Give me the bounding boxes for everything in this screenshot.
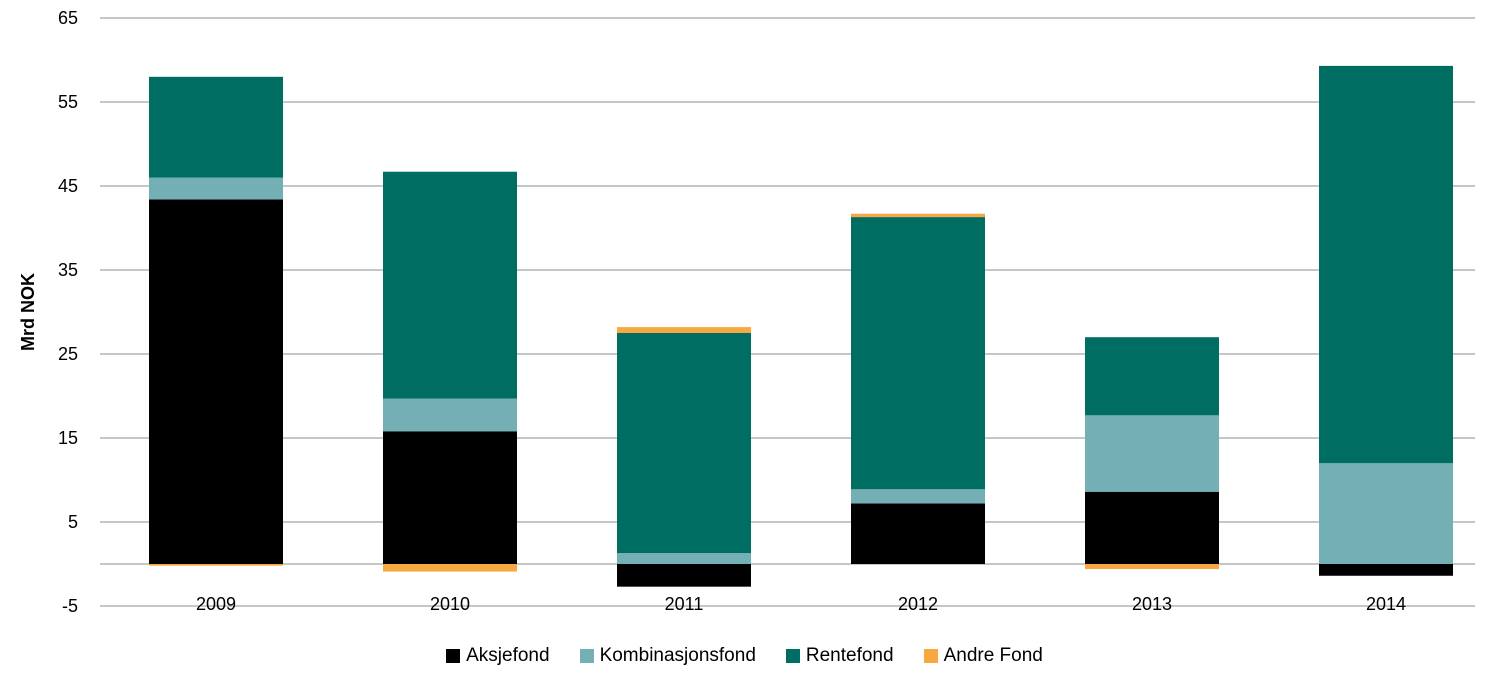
legend-swatch [785,649,800,663]
y-axis-title: Mrd NOK [18,273,38,351]
legend-label: Aksjefond [466,645,550,666]
bar-segment-andre-fond-2013 [1085,564,1219,570]
bar-segment-aksjefond-2010 [383,431,517,564]
legend-label: Rentefond [805,645,894,666]
y-tick-label: 15 [58,428,78,448]
bar-segment-kombinasjonsfond-2011 [617,553,751,564]
legend-label: Andre Fond [943,645,1043,666]
bar-segment-rentefond-2011 [617,333,751,554]
bar-segment-aksjefond-2013 [1085,491,1219,564]
y-tick-label: 45 [58,176,78,196]
bar-segment-rentefond-2010 [383,171,517,399]
x-tick-label: 2011 [665,594,704,614]
legend-swatch [579,649,594,663]
bar-segment-kombinasjonsfond-2010 [383,398,517,432]
bar-segment-andre-fond-2009 [149,564,283,566]
bar-segment-aksjefond-2014 [1319,564,1453,576]
bar-segment-andre-fond-2012 [851,213,985,218]
y-tick-label: -5 [62,596,78,616]
y-tick-label: 25 [58,344,78,364]
legend-item: Kombinasjonsfond [579,645,756,667]
x-tick-label: 2013 [1132,594,1172,614]
legend-swatch [923,649,938,663]
bar-segment-rentefond-2012 [851,217,985,490]
y-tick-label: 55 [58,92,78,112]
x-tick-label: 2012 [898,594,938,614]
bar-segment-aksjefond-2012 [851,503,985,564]
bar-segment-kombinasjonsfond-2013 [1085,415,1219,492]
legend-label: Kombinasjonsfond [599,645,756,666]
bar-segment-kombinasjonsfond-2012 [851,489,985,504]
legend-item: Andre Fond [923,645,1043,667]
bar-segment-rentefond-2013 [1085,337,1219,416]
bar-segment-rentefond-2014 [1319,65,1453,464]
bar-segment-aksjefond-2009 [149,199,283,564]
bar-segment-rentefond-2009 [149,76,283,178]
legend-item: Aksjefond [446,645,550,667]
y-tick-label: 35 [58,260,78,280]
legend-item: Rentefond [785,645,894,667]
y-tick-label: 5 [68,512,78,532]
bar-segment-andre-fond-2010 [383,564,517,572]
bar-segment-andre-fond-2011 [617,327,751,333]
x-tick-label: 2009 [196,594,236,614]
x-tick-label: 2010 [430,594,470,614]
bar-segment-aksjefond-2011 [617,564,751,587]
x-tick-label: 2014 [1366,594,1406,614]
y-tick-label: 65 [58,8,78,28]
chart-plot: -5 5 15 25 35 45 55 65 Mrd NOK 2009 2010 2011 2012 20… [18,8,1475,616]
bar-segment-kombinasjonsfond-2009 [149,177,283,200]
bar-segment-kombinasjonsfond-2014 [1319,463,1453,564]
legend: Aksjefond Kombinasjonsfond Rentefond Andre … [0,645,1489,667]
legend-swatch [446,649,461,663]
